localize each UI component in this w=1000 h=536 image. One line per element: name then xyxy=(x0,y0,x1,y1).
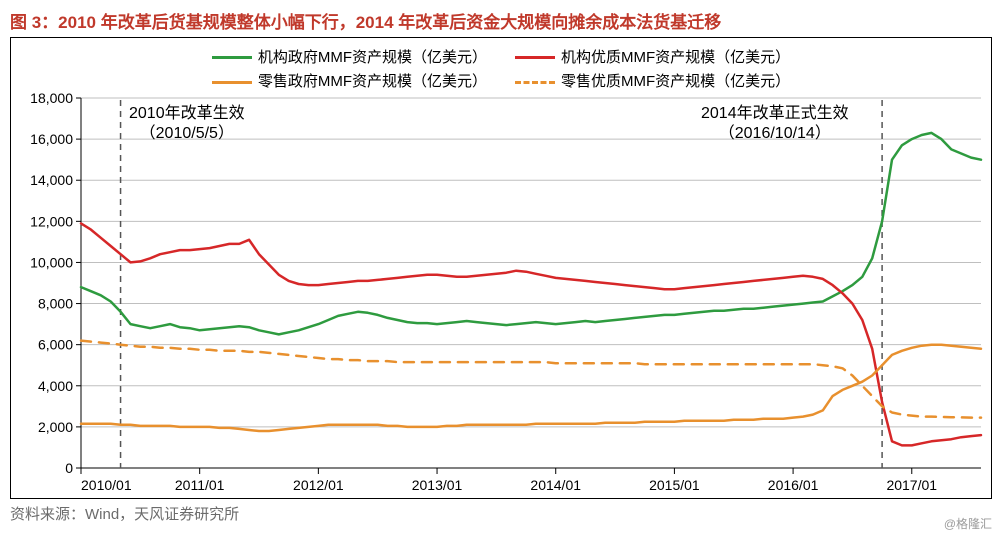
svg-text:2012/01: 2012/01 xyxy=(293,477,344,493)
svg-text:8,000: 8,000 xyxy=(38,296,73,312)
svg-text:10,000: 10,000 xyxy=(30,254,73,270)
annotation-reform2014: 2014年改革正式生效（2016/10/14） xyxy=(701,104,849,144)
chart-container: 机构政府MMF资产规模（亿美元）机构优质MMF资产规模（亿美元）零售政府MMF资… xyxy=(10,37,992,499)
svg-text:6,000: 6,000 xyxy=(38,337,73,353)
svg-text:14,000: 14,000 xyxy=(30,172,73,188)
svg-text:2017/01: 2017/01 xyxy=(886,477,937,493)
svg-text:16,000: 16,000 xyxy=(30,131,73,147)
svg-text:2,000: 2,000 xyxy=(38,419,73,435)
svg-text:2015/01: 2015/01 xyxy=(649,477,700,493)
svg-text:2011/01: 2011/01 xyxy=(175,477,225,493)
svg-text:2016/01: 2016/01 xyxy=(768,477,819,493)
svg-text:2010/01: 2010/01 xyxy=(81,477,132,493)
svg-text:18,000: 18,000 xyxy=(30,90,73,106)
svg-text:12,000: 12,000 xyxy=(30,213,73,229)
svg-text:4,000: 4,000 xyxy=(38,378,73,394)
svg-text:0: 0 xyxy=(65,460,73,476)
svg-text:2014/01: 2014/01 xyxy=(530,477,581,493)
svg-text:2013/01: 2013/01 xyxy=(412,477,463,493)
source-text: 资料来源：Wind，天风证券研究所 xyxy=(0,499,1000,524)
annotation-reform2010: 2010年改革生效（2010/5/5） xyxy=(129,104,245,144)
chart-title: 图 3：2010 年改革后货基规模整体小幅下行，2014 年改革后资金大规模向摊… xyxy=(0,0,1000,37)
watermark: @格隆汇 xyxy=(944,515,992,532)
